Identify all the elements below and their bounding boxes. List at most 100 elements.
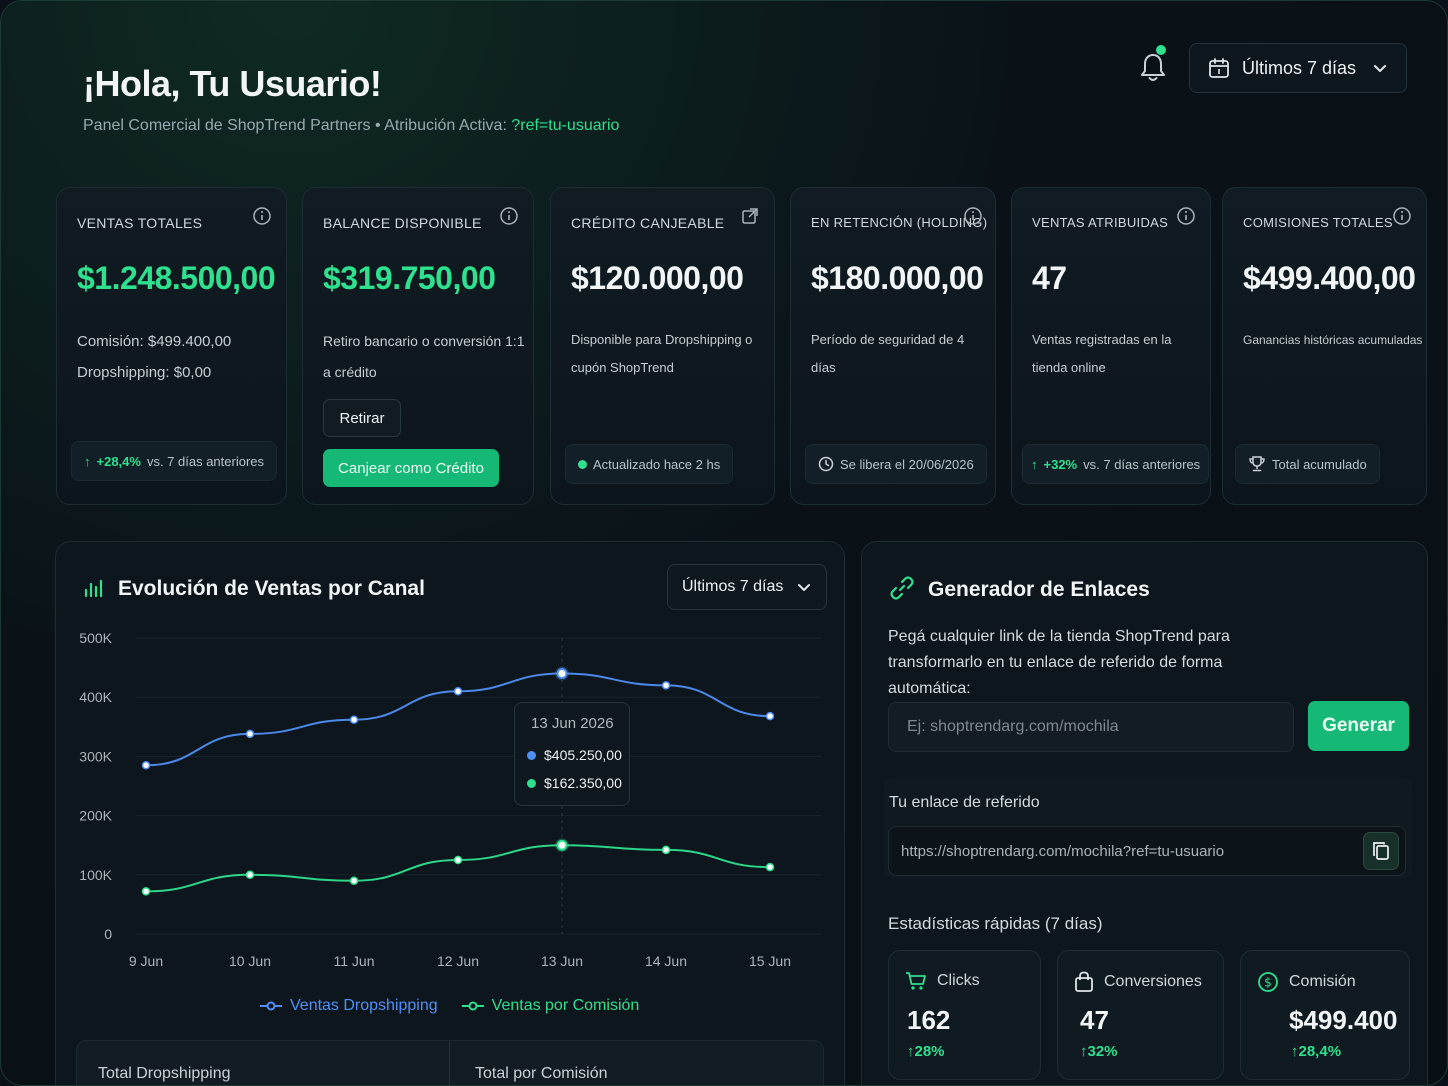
copy-icon: [1373, 842, 1389, 860]
card-description: Retiro bancario o conversión 1:1 a crédi…: [323, 333, 525, 380]
card-value: $319.750,00: [323, 260, 496, 296]
data-point: [349, 715, 359, 724]
chart-tooltip: 13 Jun 2026 $405.250,00 $162.350,00: [514, 702, 630, 806]
stat-value: 47: [1080, 1005, 1109, 1035]
total-dropshipping-label: Total Dropshipping: [98, 1065, 231, 1082]
status-text: Actualizado hace 2 hs: [593, 456, 721, 472]
info-icon[interactable]: [252, 206, 272, 226]
y-tick-label: 400K: [79, 689, 112, 705]
x-tick-label: 15 Jun: [749, 953, 791, 969]
total-comision-label: Total por Comisión: [475, 1065, 608, 1082]
card-en-retencion: EN RETENCIÓN (HOLDING) $180.000,00 Perío…: [790, 187, 996, 505]
dropshipping-line: Dropshipping: $0,00: [77, 364, 212, 381]
date-range-dropdown[interactable]: Últimos 7 días: [1189, 43, 1407, 93]
bell-icon[interactable]: [1138, 51, 1168, 83]
data-point: [765, 711, 775, 721]
stat-label: Clicks: [937, 972, 980, 989]
date-range-label: Últimos 7 días: [1242, 57, 1357, 78]
page-title: ¡Hola, Tu Usuario!: [83, 63, 382, 104]
data-point: [245, 870, 255, 880]
external-link-icon[interactable]: [740, 206, 760, 226]
chart-legend: Ventas Dropshipping Ventas por Comisión: [260, 997, 639, 1015]
total-text: Total acumulado: [1272, 456, 1367, 472]
legend-line-icon: [461, 1001, 484, 1011]
stat-change-value: 32%: [1087, 1043, 1118, 1060]
card-value: $180.000,00: [811, 260, 984, 296]
y-tick-label: 200K: [79, 808, 112, 824]
y-tick-label: 500K: [79, 630, 112, 646]
trend-up-icon: ↑: [84, 453, 91, 469]
chevron-down-icon: [798, 584, 810, 591]
card-label: VENTAS TOTALES: [77, 215, 203, 231]
bar-chart-icon: [84, 579, 103, 598]
card-description: Ganancias históricas acumuladas: [1243, 333, 1423, 347]
legend-item-dropshipping[interactable]: Ventas Dropshipping: [260, 997, 438, 1015]
ref-code: ?ref=tu-usuario: [511, 117, 620, 134]
x-tick-label: 10 Jun: [229, 953, 271, 969]
info-icon[interactable]: [1176, 206, 1196, 226]
referral-url-field[interactable]: https://shoptrendarg.com/mochila?ref=tu-…: [888, 826, 1406, 876]
data-point: [453, 855, 463, 865]
calendar-icon: [1209, 58, 1229, 78]
card-description: Disponible para Dropshipping o cupón Sho…: [571, 332, 753, 375]
card-label: COMISIONES TOTALES: [1243, 215, 1393, 230]
card-trend: ↑ +32% vs. 7 días anteriores: [1022, 444, 1210, 484]
card-value: $499.400,00: [1243, 260, 1416, 296]
withdraw-button[interactable]: Retirar: [323, 399, 401, 437]
trend-up-icon: ↑: [1031, 456, 1038, 472]
stat-change-value: 28,4%: [1298, 1043, 1342, 1060]
status-dot: [578, 459, 587, 469]
info-icon[interactable]: [963, 206, 983, 226]
product-link-input[interactable]: [888, 702, 1294, 752]
trend-value: +28,4%: [96, 453, 141, 469]
tooltip-value: $162.350,00: [544, 775, 622, 791]
referral-url: https://shoptrendarg.com/mochila?ref=tu-…: [901, 842, 1225, 860]
copy-button[interactable]: [1363, 832, 1399, 870]
data-point: [141, 887, 151, 896]
card-ventas-totales: VENTAS TOTALES $1.248.500,00 Comisión: $…: [56, 187, 287, 505]
card-ventas-atribuidas: VENTAS ATRIBUIDAS 47 Ventas registradas …: [1011, 187, 1211, 505]
data-point: [661, 845, 671, 855]
commission-line: Comisión: $499.400,00: [77, 333, 232, 350]
info-icon[interactable]: [1392, 206, 1412, 226]
generate-button[interactable]: Generar: [1308, 701, 1409, 751]
stat-label: Conversiones: [1104, 973, 1202, 990]
stat-change-value: 28%: [914, 1043, 945, 1060]
x-tick-label: 12 Jun: [437, 953, 479, 969]
legend-label: Ventas por Comisión: [491, 997, 640, 1014]
x-tick-label: 14 Jun: [645, 953, 687, 969]
stat-label-row: Clicks: [905, 971, 980, 991]
card-credito-canjeable: CRÉDITO CANJEABLE $120.000,00 Disponible…: [550, 187, 775, 505]
sales-line-chart: 500K 400K 300K 200K 100K 0 9 Jun 10 Jun 11 Jun 12…: [79, 630, 822, 969]
data-point: [556, 668, 568, 680]
card-description: Comisión: $499.400,00 Dropshipping: $0,0…: [77, 326, 282, 388]
chart-range-dropdown[interactable]: Últimos 7 días: [667, 564, 827, 610]
data-point: [349, 876, 359, 885]
notification-dot: [1156, 45, 1166, 55]
tooltip-row-comision: $162.350,00: [527, 775, 622, 791]
card-label: BALANCE DISPONIBLE: [323, 215, 482, 231]
trophy-icon: [1249, 456, 1265, 472]
card-release-date: Se libera el 20/06/2026: [805, 444, 987, 484]
series-line-comision: [145, 844, 771, 893]
tooltip-dot: [527, 778, 536, 788]
legend-label: Ventas Dropshipping: [290, 997, 438, 1014]
stat-clicks: Clicks 162 ↑28%: [888, 950, 1041, 1080]
legend-item-comision[interactable]: Ventas por Comisión: [461, 997, 640, 1015]
referral-link-box: Tu enlace de referido https://shoptrenda…: [884, 778, 1412, 878]
chart-title: Evolución de Ventas por Canal: [118, 577, 425, 600]
trend-value: +32%: [1043, 456, 1078, 472]
link-icon: [890, 576, 914, 600]
x-tick-label: 13 Jun: [541, 953, 583, 969]
chevron-down-icon: [1374, 65, 1386, 72]
redeem-credit-button[interactable]: Canjear como Crédito: [323, 449, 499, 487]
release-text: Se libera el 20/06/2026: [840, 456, 974, 472]
y-tick-label: 300K: [79, 748, 112, 764]
data-point: [661, 681, 671, 690]
svg-text:$: $: [1264, 976, 1272, 990]
info-icon[interactable]: [499, 206, 519, 226]
totals-divider: [449, 1041, 450, 1085]
dollar-circle-icon: $: [1258, 972, 1278, 992]
page-subtitle: Panel Comercial de ShopTrend Partners • …: [83, 117, 619, 135]
stat-label-row: Conversiones: [1074, 971, 1202, 993]
